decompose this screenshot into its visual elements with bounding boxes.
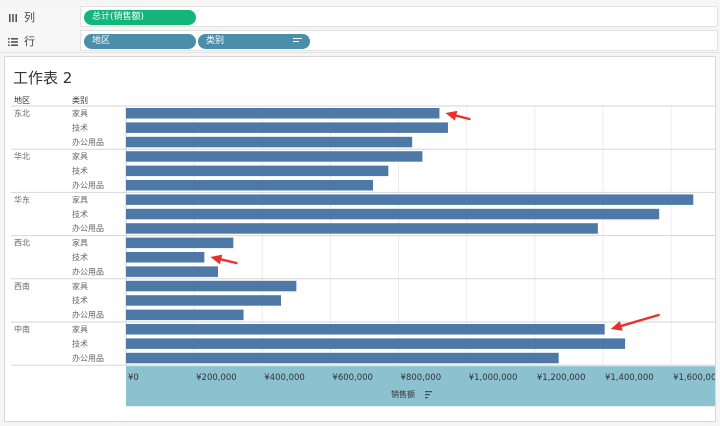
annotation-arrow-head — [445, 110, 458, 121]
region-label: 东北 — [14, 108, 30, 118]
bar — [126, 108, 440, 119]
columns-icon — [9, 14, 17, 22]
x-tick-label: ¥1,200,000 — [537, 373, 586, 383]
rows-icon — [8, 38, 18, 46]
bar — [126, 208, 660, 220]
x-axis-band — [126, 366, 715, 407]
annotation-arrow — [617, 313, 660, 328]
x-tick-label: ¥1,400,000 — [605, 373, 654, 383]
category-label: 办公用品 — [72, 353, 104, 363]
category-pill[interactable]: 类别 — [198, 34, 310, 49]
category-column-header: 类别 — [72, 95, 88, 105]
region-label: 西南 — [14, 281, 30, 291]
bar — [126, 280, 297, 292]
annotation-arrow-head — [610, 321, 623, 331]
bar — [126, 352, 559, 364]
rows-shelf-text: 行 — [24, 35, 35, 48]
category-label: 办公用品 — [72, 137, 104, 147]
bar — [126, 165, 389, 177]
sort-icon — [425, 391, 432, 393]
x-tick-label: ¥1,600,000 — [673, 373, 715, 383]
category-label: 技术 — [72, 338, 88, 348]
bar — [126, 136, 413, 148]
rows-shelf-label: 行 — [8, 33, 35, 49]
category-label: 办公用品 — [72, 266, 104, 276]
bar — [126, 194, 694, 205]
columns-drop-area[interactable]: 总计(销售额) — [80, 6, 718, 27]
category-label: 办公用品 — [72, 180, 104, 190]
region-label: 华北 — [14, 151, 30, 161]
region-label: 西北 — [14, 239, 30, 248]
bar — [126, 324, 605, 335]
rows-shelf: 行 地区 类别 — [0, 28, 720, 53]
category-label: 家具 — [72, 238, 88, 248]
sales-sum-pill[interactable]: 总计(销售额) — [84, 10, 196, 25]
x-tick-label: ¥0 — [128, 373, 139, 383]
x-tick-label: ¥200,000 — [196, 373, 237, 383]
x-tick-label: ¥1,000,000 — [469, 373, 518, 383]
category-label: 家具 — [72, 108, 88, 118]
sort-icon — [425, 394, 430, 396]
category-label: 家具 — [72, 324, 88, 334]
sort-icon — [425, 397, 428, 399]
region-pill[interactable]: 地区 — [84, 34, 196, 49]
region-label: 华东 — [14, 194, 30, 204]
annotation-arrow-head — [210, 254, 223, 265]
bar — [126, 309, 244, 321]
x-tick-label: ¥400,000 — [264, 373, 305, 383]
annotation-arrow — [217, 257, 238, 265]
category-label: 家具 — [72, 194, 88, 204]
region-label: 中南 — [14, 324, 30, 334]
x-tick-label: ¥600,000 — [332, 373, 373, 383]
category-label: 办公用品 — [72, 310, 104, 320]
columns-shelf-text: 列 — [24, 11, 35, 24]
bar — [126, 295, 282, 306]
bar — [126, 180, 374, 191]
category-label: 办公用品 — [72, 223, 104, 233]
rows-drop-area[interactable]: 地区 类别 — [80, 30, 718, 51]
bar — [126, 237, 234, 249]
bar — [126, 223, 598, 234]
bar — [126, 252, 205, 263]
category-label: 技术 — [72, 122, 88, 132]
category-label: 技术 — [72, 295, 88, 305]
bar — [126, 338, 626, 349]
x-axis-label: 销售额 — [391, 389, 415, 399]
columns-shelf: 列 总计(销售额) — [0, 4, 720, 29]
category-label: 技术 — [72, 209, 88, 219]
category-label: 技术 — [72, 166, 88, 176]
sales-sum-pill-label: 总计(销售额) — [92, 12, 145, 22]
sheet-title: 工作表 2 — [13, 69, 73, 87]
region-column-header: 地区 — [14, 95, 30, 105]
worksheet: 工作表 2 地区 类别 东北 家具 技术 办公用品 华北 家具 技术 办公用品 华东 家具 技术 办公用品… — [4, 56, 716, 422]
sort-icon[interactable] — [293, 38, 302, 45]
columns-shelf-label: 列 — [8, 9, 35, 25]
bar — [126, 151, 423, 162]
category-label: 家具 — [72, 281, 88, 291]
category-label: 技术 — [72, 252, 88, 262]
bar — [126, 266, 218, 277]
x-tick-label: ¥800,000 — [401, 373, 442, 383]
category-label: 家具 — [72, 151, 88, 161]
region-pill-label: 地区 — [92, 36, 111, 46]
category-pill-label: 类别 — [206, 36, 225, 46]
bar — [126, 122, 448, 133]
